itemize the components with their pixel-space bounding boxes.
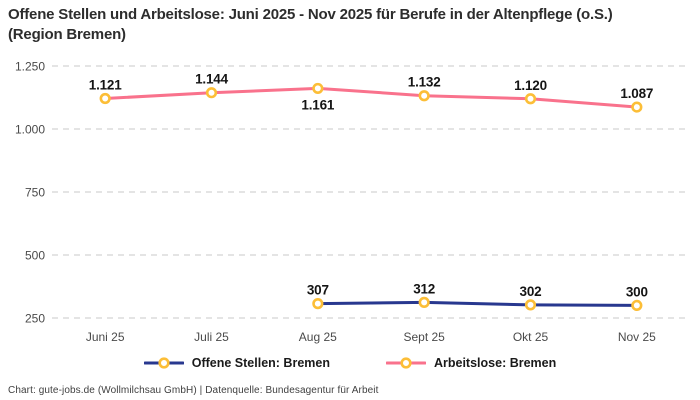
data-point-label: 307 — [307, 283, 329, 298]
data-point-marker[interactable] — [524, 299, 537, 311]
legend-label-offene-stellen: Offene Stellen: Bremen — [191, 356, 330, 370]
data-point-marker[interactable] — [418, 296, 430, 308]
legend-marker-icon — [400, 357, 412, 369]
plot-area: 250 500 750 1.000 1.250 Juni 25 Juli 25 Aug 25 S… — [15, 60, 690, 344]
legend-swatch — [385, 357, 426, 369]
x-axis-tick-label: Juni 25 — [86, 330, 125, 344]
data-point-label: 1.161 — [301, 97, 334, 112]
data-point-marker[interactable] — [631, 299, 643, 312]
data-point-label: 1.144 — [195, 72, 228, 87]
y-axis-tick-label: 750 — [25, 186, 45, 200]
legend-label-arbeitslose: Arbeitslose: Bremen — [433, 356, 557, 370]
y-axis-tick-label: 1.250 — [15, 60, 45, 74]
data-point-marker[interactable] — [418, 90, 430, 102]
series-line-0 — [316, 300, 639, 307]
legend: Offene Stellen: Bremen Arbeitslose: Brem… — [0, 356, 700, 370]
data-point-label: 1.120 — [514, 78, 547, 93]
data-point-marker[interactable] — [524, 93, 537, 105]
x-axis-tick-label: Okt 25 — [513, 330, 549, 344]
data-point-label: 1.132 — [408, 75, 441, 90]
y-axis-tick-label: 500 — [25, 249, 45, 263]
x-axis-tick-label: Sept 25 — [403, 330, 445, 344]
attribution-text: Chart: gute-jobs.de (Wollmilchsau GmbH) … — [8, 385, 379, 396]
legend-item-arbeitslose[interactable]: Arbeitslose: Bremen — [385, 356, 557, 370]
data-point-marker[interactable] — [99, 92, 111, 105]
x-axis-tick-label: Juli 25 — [194, 330, 229, 344]
data-point-marker[interactable] — [631, 101, 643, 113]
data-point-label: 312 — [413, 281, 435, 296]
data-point-marker[interactable] — [312, 298, 324, 310]
data-point-label: 300 — [626, 284, 648, 299]
data-point-label: 1.087 — [620, 86, 653, 101]
legend-swatch — [143, 357, 184, 369]
data-point-label: 302 — [520, 284, 542, 299]
series-line-1 — [103, 86, 639, 109]
data-point-marker[interactable] — [205, 87, 218, 99]
legend-item-offene-stellen[interactable]: Offene Stellen: Bremen — [143, 356, 330, 370]
chart-title: Offene Stellen und Arbeitslose: Juni 202… — [8, 6, 613, 43]
x-axis-tick-label: Nov 25 — [618, 330, 656, 344]
y-axis-tick-label: 250 — [25, 312, 45, 326]
data-point-marker[interactable] — [312, 82, 324, 95]
y-axis-tick-label: 1.000 — [15, 123, 45, 137]
x-axis-tick-label: Aug 25 — [299, 330, 337, 344]
legend-marker-icon — [158, 357, 170, 369]
data-point-label: 1.121 — [89, 78, 122, 93]
